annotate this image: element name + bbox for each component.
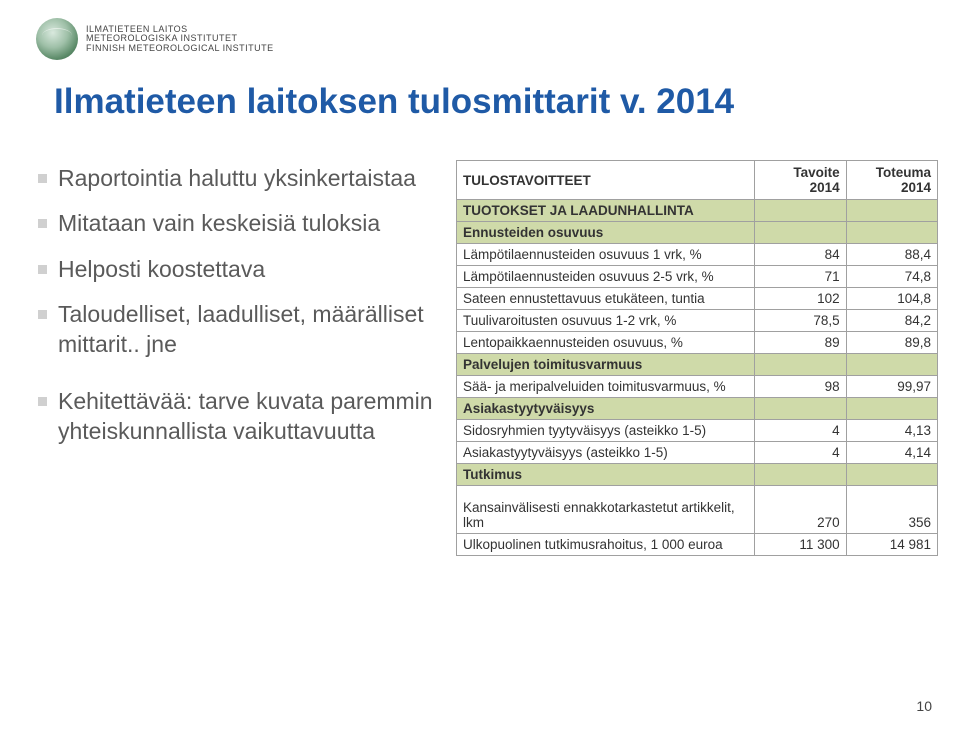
value-actual: 74,8 [846,266,937,288]
value-actual: 356 [846,486,937,534]
col-header: Tavoite 2014 [755,161,846,200]
value-target: 270 [755,486,846,534]
metric: Sidosryhmien tyytyväisyys (asteikko 1-5) [457,420,755,442]
globe-icon [36,18,78,60]
value-actual: 89,8 [846,332,937,354]
metric: Kansainvälisesti ennakkotarkastetut arti… [457,486,755,534]
results-table: TULOSTAVOITTEET Tavoite 2014 Toteuma 201… [456,160,938,556]
content: Raportointia haluttu yksinkertaistaa Mit… [36,160,938,556]
logo-text: ILMATIETEEN LAITOS METEOROLOGISKA INSTIT… [86,25,274,53]
value-actual: 14 981 [846,534,937,556]
value-target: 71 [755,266,846,288]
value-target: 84 [755,244,846,266]
bullet-item: Raportointia haluttu yksinkertaistaa [36,164,446,193]
section-label: Asiakastyytyväisyys [457,398,755,420]
empty-cell [755,200,846,222]
value-target: 4 [755,420,846,442]
value-actual: 4,13 [846,420,937,442]
value-actual: 84,2 [846,310,937,332]
col-header: Toteuma 2014 [846,161,937,200]
metric: Lämpötilaennusteiden osuvuus 2-5 vrk, % [457,266,755,288]
metric: Asiakastyytyväisyys (asteikko 1-5) [457,442,755,464]
value-target: 89 [755,332,846,354]
empty-cell [846,354,937,376]
logo: ILMATIETEEN LAITOS METEOROLOGISKA INSTIT… [36,18,274,60]
empty-cell [846,222,937,244]
section-label: Tutkimus [457,464,755,486]
metric: Lentopaikkaennusteiden osuvuus, % [457,332,755,354]
section-label: TUOTOKSET JA LAADUNHALLINTA [457,200,755,222]
value-target: 98 [755,376,846,398]
table-heading: TULOSTAVOITTEET [457,161,755,200]
empty-cell [755,398,846,420]
page-title: Ilmatieteen laitoksen tulosmittarit v. 2… [54,82,920,122]
page-number: 10 [916,698,932,714]
logo-line-3: FINNISH METEOROLOGICAL INSTITUTE [86,44,274,53]
value-actual: 4,14 [846,442,937,464]
metric: Lämpötilaennusteiden osuvuus 1 vrk, % [457,244,755,266]
value-target: 11 300 [755,534,846,556]
metric: Ulkopuolinen tutkimusrahoitus, 1 000 eur… [457,534,755,556]
bullet-item: Kehitettävää: tarve kuvata paremmin yhte… [36,387,446,446]
section-label: Palvelujen toimitusvarmuus [457,354,755,376]
empty-cell [755,354,846,376]
value-actual: 88,4 [846,244,937,266]
bullet-item: Taloudelliset, laadulliset, määrälliset … [36,300,446,359]
metric: Sää- ja meripalveluiden toimitusvarmuus,… [457,376,755,398]
value-target: 4 [755,442,846,464]
empty-cell [846,464,937,486]
metric: Tuulivaroitusten osuvuus 1-2 vrk, % [457,310,755,332]
empty-cell [755,464,846,486]
bullet-list: Raportointia haluttu yksinkertaistaa Mit… [36,160,446,556]
metric: Sateen ennustettavuus etukäteen, tuntia [457,288,755,310]
value-actual: 104,8 [846,288,937,310]
empty-cell [755,222,846,244]
bullet-item: Helposti koostettava [36,255,446,284]
empty-cell [846,200,937,222]
value-target: 78,5 [755,310,846,332]
table: TULOSTAVOITTEET Tavoite 2014 Toteuma 201… [456,160,938,556]
bullet-item: Mitataan vain keskeisiä tuloksia [36,209,446,238]
value-target: 102 [755,288,846,310]
section-label: Ennusteiden osuvuus [457,222,755,244]
value-actual: 99,97 [846,376,937,398]
empty-cell [846,398,937,420]
